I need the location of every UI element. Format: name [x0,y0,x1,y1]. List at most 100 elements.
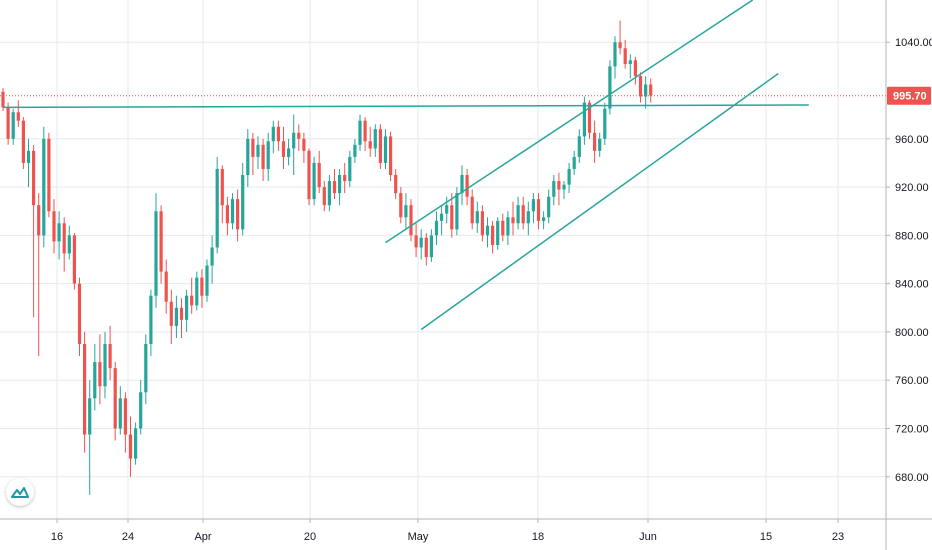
candle-body [450,205,454,230]
candle-body [608,66,612,109]
candle [287,138,291,166]
candle [307,148,311,206]
candle [378,124,382,169]
candle-body [470,196,474,224]
candle-body [542,217,546,221]
candle [128,416,133,477]
last-price-label: 995.70 [893,91,927,103]
candle [475,201,479,233]
candle-body [72,235,76,284]
candle-body [327,181,331,206]
candle [93,343,97,411]
candle-body [440,213,444,221]
candle [526,201,530,236]
candle [174,295,178,338]
candle [429,229,433,262]
candle-body [593,132,597,151]
candle [52,199,56,254]
candle-body [88,398,92,435]
x-tick-label: May [408,531,429,543]
candle-body [11,112,15,139]
candle [373,124,377,157]
candlestick-series [1,20,653,495]
candle [103,331,107,399]
candle [399,187,403,224]
candle [547,189,551,224]
candle [531,193,535,224]
candle-body [241,175,245,230]
candle [649,78,653,103]
candle [501,213,505,242]
candle-body [195,277,199,306]
candle-body [389,136,393,176]
candle-body [108,343,112,369]
candle [491,220,495,254]
candle [572,150,576,176]
candle [118,386,122,435]
candle-body [557,181,561,190]
candle [205,259,209,302]
horizontal-support-line[interactable] [2,104,809,109]
candle [123,392,127,453]
x-tick-label: 23 [832,531,844,543]
candle [582,96,586,145]
candle-body [93,362,97,399]
candle [414,223,418,258]
candle [261,138,265,182]
channel-lower-line[interactable] [420,73,779,331]
candle [195,271,199,311]
candle-body [353,144,357,157]
trendlines[interactable] [2,0,809,331]
price-axis[interactable]: 680.00 720.00 760.00 800.00 840.00 880.00 920.… [886,37,932,484]
candle-body [297,132,301,139]
candle-body [343,175,347,182]
candle [302,132,306,163]
candle-body [587,102,592,133]
candle [445,196,449,224]
candle-body [445,205,449,214]
candle-body [460,175,464,194]
candle-body [312,162,316,200]
candle-body [480,211,484,236]
candle-body [134,428,138,459]
candle-body [179,307,184,320]
candle [638,72,643,103]
grid-lines [0,0,886,519]
candle-body [598,138,602,151]
candle [215,156,219,254]
candle [220,165,224,224]
time-axis[interactable]: 16 24 Apr 20 May 18 Jun 15 23 [51,519,844,543]
candle-body [164,271,168,302]
tradingview-logo-icon[interactable] [6,478,34,506]
candle-body [98,362,102,387]
candle-body [409,205,413,236]
channel-upper-line[interactable] [385,0,754,244]
candle [587,100,592,139]
last-price-badge [887,86,931,105]
candle [542,211,546,230]
candle-body [623,48,627,64]
candle [363,117,367,151]
candle-body [368,141,372,149]
candle-body [210,247,214,266]
candle [159,205,163,284]
candle [470,189,474,230]
candle [57,211,61,260]
candle [409,199,413,242]
candle [322,181,326,212]
candle-body [434,220,439,236]
candle-body [113,368,117,429]
candle-body [547,196,551,218]
candle [557,172,561,206]
candle [88,380,92,495]
candle-body [149,295,153,344]
y-tick-label: 760.00 [895,375,929,387]
y-tick-label: 920.00 [895,182,929,194]
candle [327,175,331,212]
candle-body [511,217,515,224]
candle-body [506,217,510,236]
candle [98,334,102,405]
candle-body [16,112,20,121]
candle-body [613,42,617,67]
